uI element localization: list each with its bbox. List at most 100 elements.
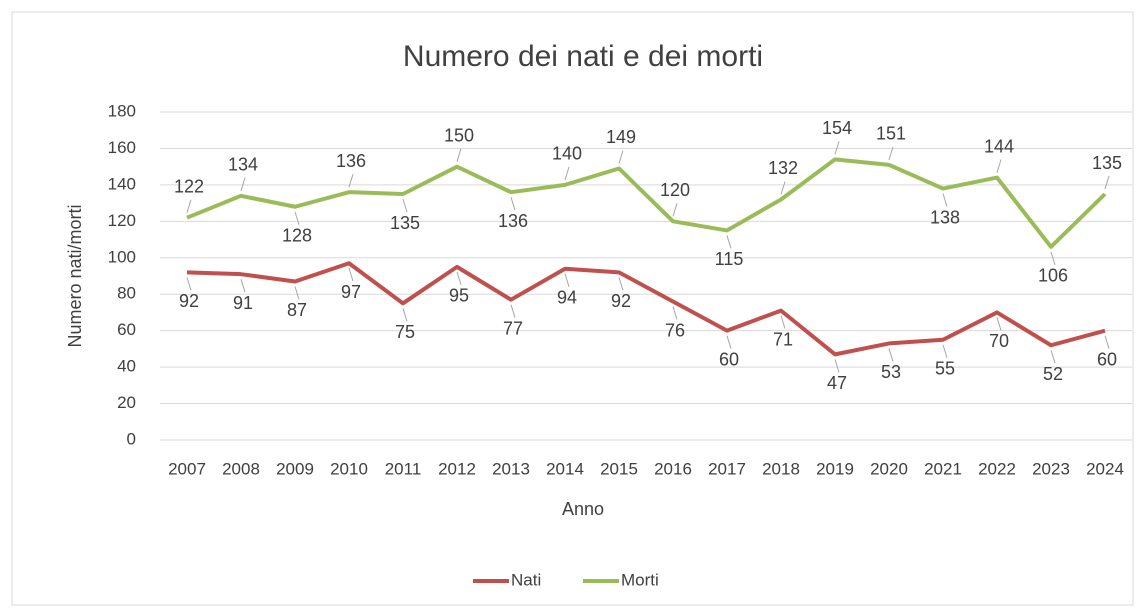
x-tick-label: 2015 bbox=[600, 459, 638, 478]
data-label: 87 bbox=[287, 300, 307, 320]
y-tick-label: 140 bbox=[108, 174, 136, 193]
data-label: 92 bbox=[611, 291, 631, 311]
leader-line bbox=[726, 335, 732, 349]
leader-line bbox=[294, 211, 300, 225]
data-label: 151 bbox=[876, 124, 906, 144]
x-tick-label: 2024 bbox=[1086, 459, 1124, 478]
leader-line bbox=[834, 141, 840, 155]
y-tick-label: 100 bbox=[108, 247, 136, 266]
data-label: 135 bbox=[390, 213, 420, 233]
x-tick-label: 2018 bbox=[762, 459, 800, 478]
y-axis-title: Numero nati/morti bbox=[65, 204, 85, 347]
data-label: 76 bbox=[665, 320, 685, 340]
data-label: 71 bbox=[773, 329, 793, 349]
leader-line bbox=[456, 148, 462, 162]
x-tick-label: 2019 bbox=[816, 459, 854, 478]
data-label: 132 bbox=[768, 158, 798, 178]
x-tick-label: 2012 bbox=[438, 459, 476, 478]
y-tick-label: 160 bbox=[108, 138, 136, 157]
chart-border bbox=[11, 11, 1134, 606]
data-label: 115 bbox=[715, 249, 744, 269]
leader-line bbox=[1050, 251, 1056, 265]
data-label: 60 bbox=[719, 349, 739, 369]
x-axis-title: Anno bbox=[562, 499, 604, 519]
data-label: 60 bbox=[1097, 349, 1117, 369]
x-tick-label: 2017 bbox=[708, 459, 746, 478]
leader-line bbox=[1050, 350, 1056, 364]
data-label: 47 bbox=[827, 373, 847, 393]
leader-line bbox=[942, 344, 948, 358]
data-label: 122 bbox=[174, 176, 204, 196]
leader-line bbox=[456, 271, 462, 286]
y-tick-label: 180 bbox=[108, 101, 136, 120]
legend-label: Nati bbox=[511, 570, 541, 589]
data-label: 144 bbox=[984, 136, 1014, 156]
leader-line bbox=[564, 166, 570, 181]
leader-line bbox=[618, 277, 624, 291]
data-label: 134 bbox=[228, 155, 258, 175]
data-label: 92 bbox=[179, 291, 199, 311]
leader-line bbox=[402, 308, 408, 322]
data-label: 136 bbox=[336, 151, 366, 171]
data-label: 75 bbox=[395, 322, 415, 342]
leader-line bbox=[510, 197, 516, 211]
y-tick-label: 80 bbox=[117, 284, 136, 303]
data-label: 95 bbox=[449, 286, 469, 306]
data-label: 150 bbox=[444, 125, 474, 145]
x-tick-label: 2007 bbox=[168, 459, 206, 478]
data-label: 140 bbox=[552, 144, 582, 164]
leader-line bbox=[780, 181, 786, 195]
leader-line bbox=[564, 273, 570, 287]
leader-line bbox=[834, 359, 840, 373]
leader-line bbox=[240, 279, 246, 293]
x-tick-label: 2014 bbox=[546, 459, 584, 478]
data-label: 52 bbox=[1043, 364, 1063, 384]
x-tick-label: 2016 bbox=[654, 459, 692, 478]
leader-line bbox=[726, 235, 732, 249]
leader-line bbox=[1104, 335, 1110, 349]
data-label: 149 bbox=[606, 127, 636, 147]
data-label: 53 bbox=[881, 362, 901, 382]
data-label: 106 bbox=[1038, 266, 1068, 286]
data-label: 70 bbox=[989, 331, 1009, 351]
x-tick-label: 2013 bbox=[492, 459, 530, 478]
x-tick-label: 2021 bbox=[924, 459, 962, 478]
y-tick-label: 60 bbox=[117, 320, 136, 339]
leader-line bbox=[672, 306, 678, 320]
data-label: 136 bbox=[498, 211, 528, 231]
leader-line bbox=[996, 317, 1002, 331]
leader-line bbox=[510, 304, 516, 318]
x-tick-label: 2020 bbox=[870, 459, 908, 478]
leader-line bbox=[618, 150, 624, 164]
y-tick-label: 120 bbox=[108, 211, 136, 230]
leader-line bbox=[672, 203, 678, 217]
x-tick-label: 2023 bbox=[1032, 459, 1070, 478]
leader-line bbox=[780, 315, 786, 329]
leader-line bbox=[1104, 175, 1110, 190]
x-tick-label: 2010 bbox=[330, 459, 368, 478]
data-label: 128 bbox=[282, 226, 312, 246]
x-tick-label: 2009 bbox=[276, 459, 314, 478]
data-label: 94 bbox=[557, 287, 577, 307]
y-tick-label: 40 bbox=[117, 357, 136, 376]
data-label: 135 bbox=[1092, 153, 1122, 173]
leader-line bbox=[186, 199, 192, 213]
leader-line bbox=[348, 268, 354, 282]
y-tick-label: 0 bbox=[127, 429, 136, 448]
leader-line bbox=[402, 198, 408, 213]
series-line bbox=[186, 157, 1107, 249]
leader-line bbox=[888, 348, 894, 362]
x-tick-label: 2022 bbox=[978, 459, 1016, 478]
y-tick-label: 20 bbox=[117, 393, 136, 412]
data-label: 55 bbox=[935, 359, 955, 379]
leader-line bbox=[888, 146, 894, 160]
data-label: 77 bbox=[503, 318, 523, 338]
x-tick-label: 2008 bbox=[222, 459, 260, 478]
leader-line bbox=[294, 286, 300, 300]
x-tick-label: 2011 bbox=[385, 459, 422, 478]
legend-label: Morti bbox=[621, 570, 659, 589]
data-label: 154 bbox=[822, 118, 852, 138]
leader-line bbox=[996, 159, 1002, 173]
